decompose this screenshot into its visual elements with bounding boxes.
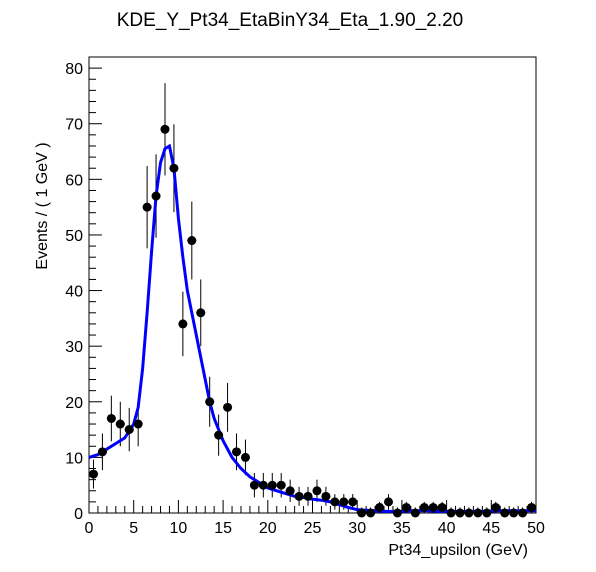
y-tick-label: 10	[65, 450, 83, 467]
chart-title: KDE_Y_Pt34_EtaBinY34_Eta_1.90_2.20	[117, 10, 464, 31]
data-point	[357, 508, 367, 518]
y-tick-label: 50	[65, 228, 83, 245]
x-tick-label: 20	[259, 520, 277, 537]
data-point	[276, 480, 286, 490]
x-tick-label: 45	[482, 520, 500, 537]
data-point	[97, 447, 107, 457]
data-point	[124, 425, 134, 435]
data-point	[383, 497, 393, 507]
y-tick-label: 80	[65, 61, 83, 78]
data-point	[151, 191, 161, 201]
x-tick-label: 35	[393, 520, 411, 537]
data-point	[115, 419, 125, 429]
data-point	[518, 508, 528, 518]
data-point	[196, 308, 206, 318]
data-point	[339, 497, 349, 507]
data-point	[303, 491, 313, 501]
plot-frame	[88, 56, 537, 514]
data-point	[142, 202, 152, 212]
y-axis-title: Events / ( 1 GeV )	[34, 142, 51, 269]
data-point	[321, 491, 331, 501]
y-tick-label: 40	[65, 284, 83, 301]
data-point	[258, 480, 268, 490]
data-point	[232, 447, 242, 457]
data-point	[285, 486, 295, 496]
data-point	[223, 402, 233, 412]
data-point	[267, 480, 277, 490]
data-point	[464, 508, 474, 518]
data-point	[366, 508, 376, 518]
data-point	[401, 502, 411, 512]
data-point	[527, 502, 537, 512]
x-tick-label: 10	[170, 520, 188, 537]
data-point	[214, 430, 224, 440]
data-point	[187, 236, 197, 246]
data-points	[88, 124, 537, 518]
kde-curve	[88, 143, 536, 513]
data-point	[473, 508, 483, 518]
x-axis-title: Pt34_upsilon (GeV)	[388, 542, 528, 559]
data-point	[169, 163, 179, 173]
x-tick-label: 15	[214, 520, 232, 537]
data-point	[240, 452, 250, 462]
x-tick-label: 0	[85, 520, 94, 537]
x-tick-label: 40	[438, 520, 456, 537]
data-point	[106, 413, 116, 423]
data-point	[428, 502, 438, 512]
y-tick-label: 0	[74, 506, 83, 523]
data-point	[249, 480, 259, 490]
x-tick-label: 30	[348, 520, 366, 537]
data-point	[88, 469, 98, 479]
x-tick-label: 5	[129, 520, 138, 537]
data-point	[437, 502, 447, 512]
error-bars	[88, 83, 537, 514]
data-point	[392, 508, 402, 518]
data-point	[133, 419, 143, 429]
x-tick-label: 25	[304, 520, 322, 537]
tick-labels: 0 5 10 15 20 25 30 35 40 45 50 0 10 20 30 40 50 60 70 80	[65, 61, 545, 537]
data-point	[178, 319, 188, 329]
data-point	[348, 497, 358, 507]
x-tick-label: 50	[527, 520, 545, 537]
data-point	[294, 491, 304, 501]
data-point	[312, 486, 322, 496]
data-point	[509, 508, 519, 518]
y-tick-label: 20	[65, 395, 83, 412]
y-tick-label: 30	[65, 339, 83, 356]
data-point	[446, 508, 456, 518]
data-point	[419, 502, 429, 512]
y-tick-label: 70	[65, 117, 83, 134]
data-point	[205, 397, 215, 407]
data-point	[330, 497, 340, 507]
data-point	[160, 124, 170, 134]
data-point	[455, 508, 465, 518]
data-point	[491, 502, 501, 512]
y-tick-label: 60	[65, 172, 83, 189]
data-point	[500, 508, 510, 518]
data-point	[482, 508, 492, 518]
axis-ticks	[88, 67, 537, 514]
data-point	[375, 502, 385, 512]
data-point	[410, 508, 420, 518]
